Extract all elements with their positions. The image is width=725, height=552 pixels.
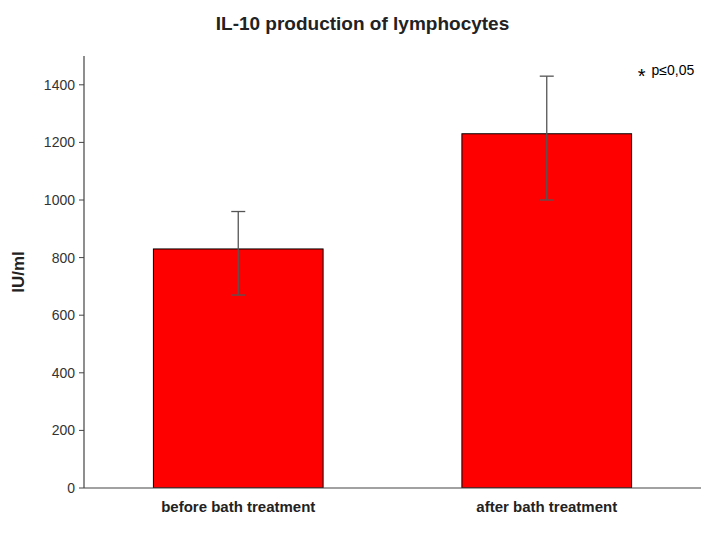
y-tick-label: 0 xyxy=(67,480,75,496)
error-line xyxy=(238,212,239,296)
bars xyxy=(153,76,631,488)
y-axis-line xyxy=(83,56,84,488)
y-tick xyxy=(79,315,84,316)
annotation: * xyxy=(638,65,646,87)
chart-svg: IL-10 production of lymphocytes IU/ml 0 200… xyxy=(0,0,725,552)
y-tick-label: 1400 xyxy=(44,77,75,93)
error-line xyxy=(546,76,547,200)
y-tick-label: 800 xyxy=(52,250,76,266)
y-tick xyxy=(79,257,84,258)
chart-container: IL-10 production of lymphocytes IU/ml 0 200… xyxy=(0,0,725,552)
error-bar xyxy=(540,76,554,200)
x-axis-line xyxy=(84,487,701,488)
y-tick xyxy=(79,200,84,201)
title: IL-10 production of lymphocytes xyxy=(216,13,509,34)
error-cap xyxy=(231,211,245,212)
y-tick-label: 600 xyxy=(52,307,76,323)
error-cap xyxy=(231,294,245,295)
y-tick xyxy=(79,142,84,143)
y-tick-label: 400 xyxy=(52,365,76,381)
y-tick xyxy=(79,488,84,489)
y-tick-label: 1200 xyxy=(44,134,75,150)
y-tick xyxy=(79,372,84,373)
error-bar xyxy=(231,212,245,296)
error-cap xyxy=(540,76,554,77)
y-tick xyxy=(79,84,84,85)
y-tick-label: 200 xyxy=(52,422,76,438)
x-tick-label: before bath treatment xyxy=(161,498,315,515)
y-tick xyxy=(79,430,84,431)
y-axis-label: IU/ml xyxy=(9,251,28,293)
error-cap xyxy=(540,199,554,200)
y-tick-label: 1000 xyxy=(44,192,75,208)
x-tick-label: after bath treatment xyxy=(476,498,617,515)
annotation: p≤0,05 xyxy=(652,62,695,78)
